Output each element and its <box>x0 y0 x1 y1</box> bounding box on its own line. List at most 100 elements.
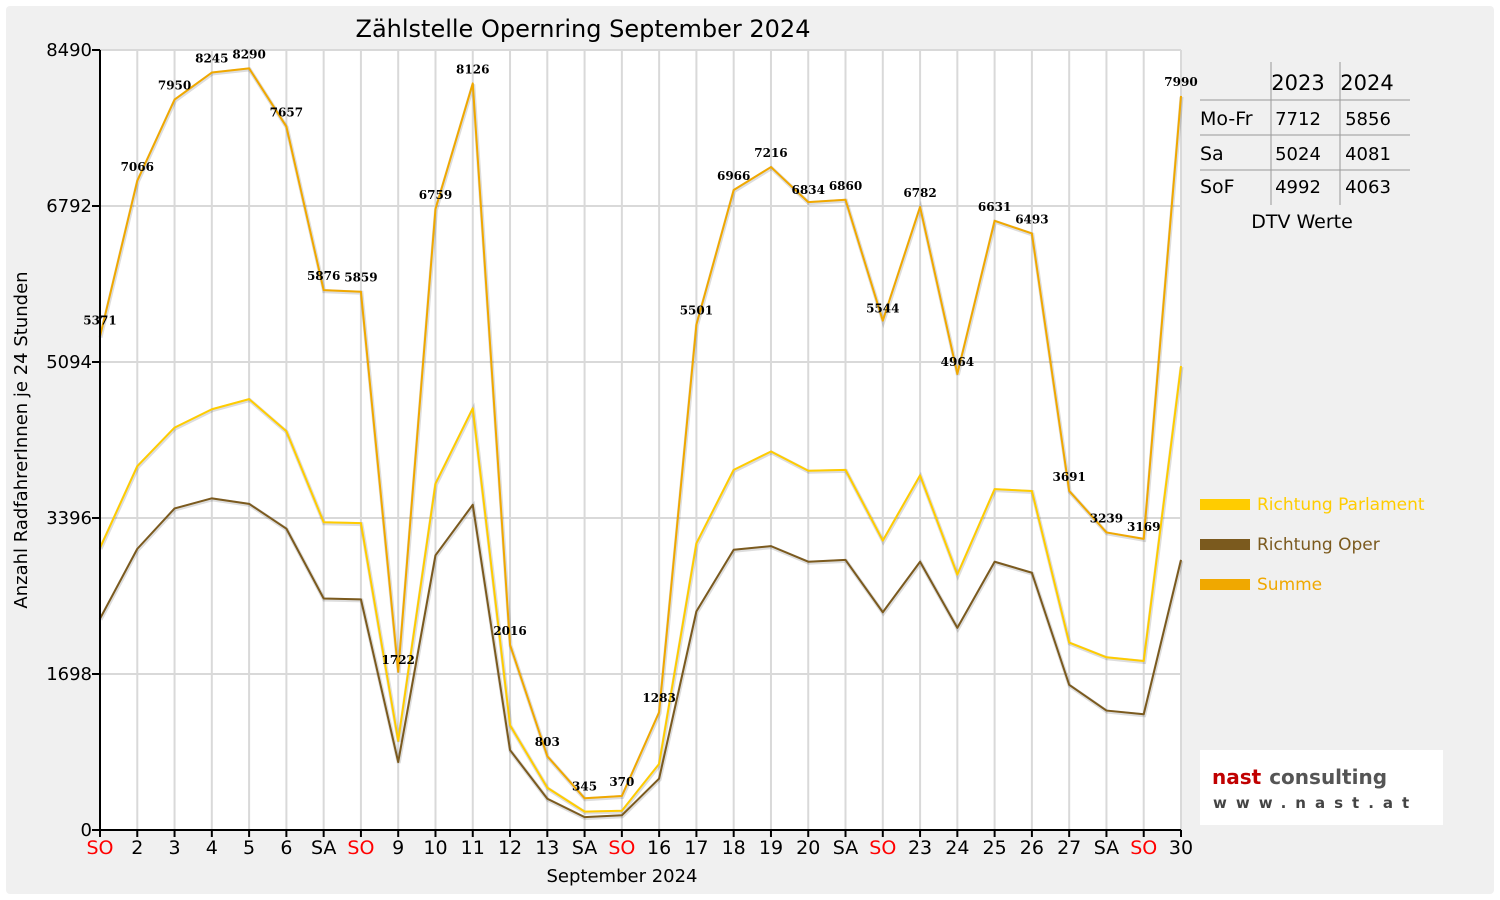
data-label: 1722 <box>382 653 415 667</box>
table-cell: 4063 <box>1345 177 1391 198</box>
data-label: 6966 <box>717 169 750 183</box>
data-label: 5859 <box>344 271 377 285</box>
data-label: 6834 <box>792 183 825 197</box>
table-cell: 7712 <box>1275 109 1321 130</box>
x-tick-label: 19 <box>759 837 783 859</box>
series-line-3 <box>99 67 1182 800</box>
data-label: 7216 <box>754 146 787 160</box>
x-tick-label: SA <box>833 837 858 859</box>
dtv-table: 2023 2024 Mo-Fr 7712 5856 Sa 5024 4081 S… <box>1200 62 1410 233</box>
x-tick-label: 30 <box>1169 837 1193 859</box>
y-tick-label: 6792 <box>46 196 92 217</box>
series-line-2 <box>99 497 1182 819</box>
data-label: 7950 <box>158 79 191 93</box>
data-label: 5876 <box>307 269 340 283</box>
x-tick-label: SO <box>86 837 113 859</box>
x-tick-label: 13 <box>535 837 559 859</box>
y-tick-label: 5094 <box>46 352 92 373</box>
data-label: 3691 <box>1052 470 1085 484</box>
y-axis-ticks: 8490 6792 5094 3396 1698 0 <box>46 40 100 841</box>
data-label: 7066 <box>121 160 154 174</box>
data-label: 8290 <box>232 47 265 61</box>
y-axis-label: Anzahl RadfahrerInnen je 24 Stunden <box>11 271 32 608</box>
data-label: 6631 <box>978 200 1011 214</box>
y-tick-label: 1698 <box>46 664 92 685</box>
data-labels: 5371706679508245829076575876585917226759… <box>83 47 1197 793</box>
legend-swatch <box>1200 499 1250 510</box>
data-label: 6759 <box>419 188 452 202</box>
x-tick-label: SO <box>347 837 374 859</box>
x-tick-label: 20 <box>796 837 820 859</box>
legend: Richtung Parlament Richtung Oper Summe <box>1200 495 1425 595</box>
nast-consulting-logo: nast consulting www.nast.at <box>1200 750 1443 825</box>
table-cell: 4081 <box>1345 144 1391 165</box>
legend-label: Richtung Parlament <box>1257 495 1425 515</box>
x-axis-label: September 2024 <box>546 866 697 887</box>
x-axis-ticks: SO 2 3 4 5 6 SA SO 9 10 11 12 13 SA SO 16 17 18 19 20 SA SO 23… <box>86 830 1193 859</box>
data-label: 345 <box>572 779 597 793</box>
x-tick-label: 6 <box>280 837 292 859</box>
logo-url: www.nast.at <box>1213 794 1418 812</box>
table-caption: DTV Werte <box>1251 211 1353 233</box>
table-cell: 4992 <box>1275 177 1321 198</box>
x-tick-label: 25 <box>983 837 1007 859</box>
data-label: 8245 <box>195 52 228 66</box>
series-layer <box>98 67 1184 821</box>
data-label: 2016 <box>493 624 526 638</box>
table-header-2023: 2023 <box>1271 71 1324 95</box>
x-tick-label: 16 <box>647 837 671 859</box>
data-label: 5501 <box>680 304 713 318</box>
logo-text: nast consulting <box>1212 765 1387 789</box>
data-label: 3169 <box>1127 520 1160 534</box>
data-label: 370 <box>609 775 634 789</box>
plot-area <box>100 50 1181 830</box>
x-tick-label: 3 <box>169 837 181 859</box>
data-label: 3239 <box>1090 511 1123 525</box>
x-tick-label: 26 <box>1020 837 1044 859</box>
y-tick-label: 3396 <box>46 508 92 529</box>
x-tick-label: 12 <box>498 837 522 859</box>
horizontal-gridlines <box>100 49 1181 675</box>
table-row-label: SoF <box>1200 176 1235 198</box>
x-tick-label: 10 <box>423 837 447 859</box>
x-tick-label: 5 <box>243 837 255 859</box>
x-tick-label: SA <box>311 837 336 859</box>
x-tick-label: SO <box>608 837 635 859</box>
x-tick-label: SA <box>1094 837 1119 859</box>
x-tick-label: 17 <box>684 837 708 859</box>
y-tick-label: 0 <box>81 820 92 841</box>
data-label: 803 <box>535 735 560 749</box>
table-row-label: Sa <box>1200 143 1224 165</box>
x-tick-label: 18 <box>722 837 746 859</box>
data-label: 6782 <box>903 186 936 200</box>
data-label: 5544 <box>866 302 899 316</box>
table-row-label: Mo-Fr <box>1200 108 1253 130</box>
data-label: 8126 <box>456 62 489 76</box>
x-tick-label: 23 <box>908 837 932 859</box>
x-tick-label: 27 <box>1057 837 1081 859</box>
data-label: 1283 <box>642 691 675 705</box>
data-label: 7657 <box>270 106 303 120</box>
vertical-gridlines <box>136 50 1182 830</box>
legend-label: Summe <box>1257 575 1322 595</box>
table-header-2024: 2024 <box>1340 71 1393 95</box>
x-tick-label: 4 <box>206 837 218 859</box>
x-tick-label: 24 <box>945 837 969 859</box>
x-tick-label: 11 <box>461 837 485 859</box>
x-tick-label: 2 <box>131 837 143 859</box>
legend-label: Richtung Oper <box>1257 535 1380 555</box>
table-cell: 5024 <box>1275 144 1321 165</box>
x-tick-label: 9 <box>392 837 404 859</box>
data-label: 6860 <box>829 179 862 193</box>
x-tick-label: SO <box>869 837 896 859</box>
legend-swatch <box>1200 579 1250 590</box>
table-cell: 5856 <box>1345 109 1391 130</box>
data-label: 6493 <box>1015 212 1048 226</box>
chart-title: Zählstelle Opernring September 2024 <box>356 15 811 43</box>
legend-swatch <box>1200 539 1250 550</box>
series-line-1 <box>99 365 1182 813</box>
data-label: 7990 <box>1164 75 1197 89</box>
x-tick-label: SA <box>572 837 597 859</box>
logo-box <box>1200 750 1443 825</box>
